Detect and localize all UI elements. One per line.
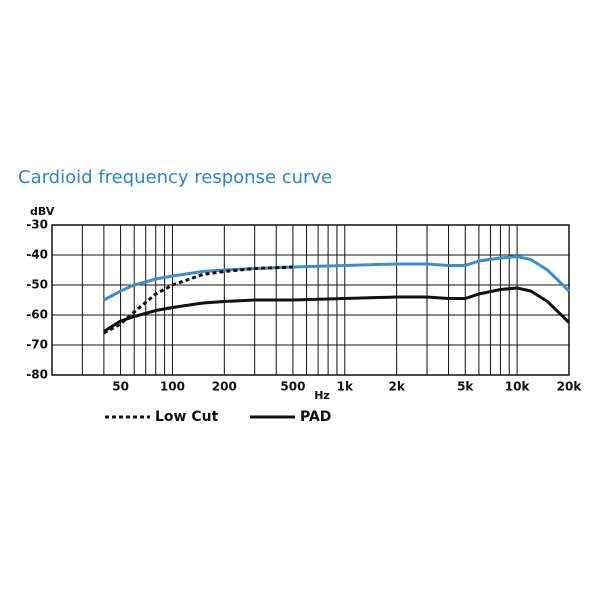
y-tick-label: -50 bbox=[26, 278, 48, 292]
series-line bbox=[103, 286, 571, 333]
y-tick-label: -40 bbox=[26, 248, 48, 262]
x-tick-label: 200 bbox=[212, 380, 237, 394]
y-tick-label: -70 bbox=[26, 338, 48, 352]
x-tick-label: 1k bbox=[337, 380, 354, 394]
x-tick-label: 50 bbox=[112, 380, 129, 394]
x-tick-label: 5k bbox=[457, 380, 474, 394]
x-tick-label: 2k bbox=[388, 380, 405, 394]
x-tick-label: 20k bbox=[557, 380, 583, 394]
y-tick-label: -30 bbox=[26, 218, 48, 232]
legend-label: Low Cut bbox=[155, 409, 219, 425]
x-tick-label: 10k bbox=[505, 380, 531, 394]
y-tick-label: -80 bbox=[26, 368, 48, 382]
legend-label: PAD bbox=[300, 409, 331, 425]
x-tick-label: 100 bbox=[160, 380, 185, 394]
chart-title: Cardioid frequency response curve bbox=[18, 167, 332, 188]
series-line bbox=[103, 254, 571, 302]
y-axis-label: dBV bbox=[30, 205, 55, 218]
y-tick-label: -60 bbox=[26, 308, 48, 322]
series-line bbox=[103, 265, 293, 335]
x-axis-label: Hz bbox=[314, 389, 330, 402]
x-tick-label: 500 bbox=[280, 380, 305, 394]
